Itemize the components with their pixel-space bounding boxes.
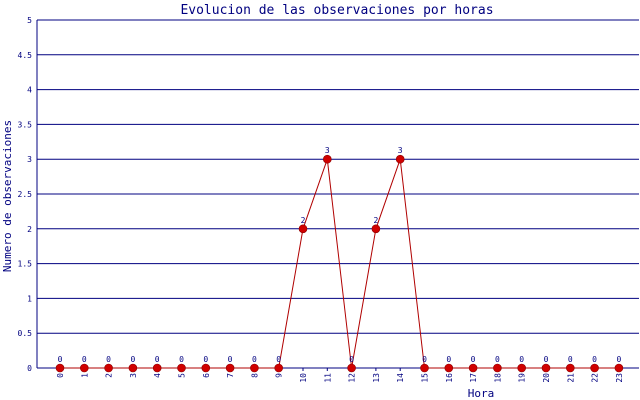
data-label: 3: [325, 146, 330, 155]
data-point: [395, 154, 405, 164]
data-label: 0: [519, 355, 524, 364]
axis-layer: 00.511.522.533.544.550 1 2 3 4 5 6 7 8 9 10 11 12 13 1…: [18, 16, 639, 383]
data-point: [128, 363, 138, 373]
x-tick-label: 16: [445, 373, 454, 383]
data-point: [80, 363, 89, 373]
data-label: 0: [276, 355, 281, 364]
data-point: [565, 363, 575, 373]
data-point: [590, 363, 599, 373]
data-label: 2: [373, 216, 378, 225]
x-tick-label: 12: [348, 373, 357, 383]
data-label: 0: [422, 355, 427, 364]
data-label: 0: [349, 355, 354, 364]
data-point: [420, 363, 429, 373]
y-tick-label: 1.5: [18, 260, 33, 269]
y-tick-label: 3.5: [18, 120, 33, 129]
chart-title: Evolucion de las observaciones por horas: [180, 3, 493, 18]
y-axis-title: Numero de observaciones: [1, 120, 14, 272]
y-tick-label: 0.5: [18, 329, 33, 338]
x-tick-label: 0: [56, 373, 65, 378]
x-axis-title: Hora: [468, 387, 495, 400]
data-point: [614, 363, 624, 373]
data-label: 0: [130, 355, 135, 364]
x-tick-label: 18: [493, 373, 502, 383]
data-point: [541, 363, 551, 373]
data-point: [347, 363, 356, 373]
x-tick-label: 14: [396, 373, 405, 383]
data-point: [493, 363, 502, 373]
data-label: 0: [568, 355, 573, 364]
label-layer: 0 0 0 0 0 0 0 0 0 0 2 3 0 2 3 0 0 0 0 0 0 0 0 0: [58, 146, 622, 364]
x-tick-label: 5: [178, 373, 187, 378]
data-point: [298, 224, 308, 234]
x-tick-label: 22: [591, 373, 600, 383]
data-label: 0: [616, 355, 621, 364]
data-point: [201, 363, 211, 373]
x-tick-label: 3: [129, 373, 138, 378]
data-point: [55, 363, 65, 373]
data-label: 0: [82, 355, 87, 364]
data-label: 2: [301, 216, 306, 225]
y-tick-label: 3: [27, 155, 32, 164]
y-tick-label: 4: [27, 86, 32, 95]
y-tick-label: 2.5: [18, 190, 33, 199]
x-tick-label: 13: [372, 373, 381, 383]
grid-layer: [37, 19, 639, 369]
data-point: [250, 363, 259, 373]
series-layer: [55, 154, 624, 373]
data-point: [274, 363, 284, 373]
data-point: [517, 363, 527, 373]
x-tick-label: 7: [226, 373, 235, 378]
x-tick-label: 8: [250, 373, 259, 378]
data-point: [152, 363, 162, 373]
x-tick-label: 4: [153, 373, 162, 378]
data-label: 0: [203, 355, 208, 364]
data-point: [444, 363, 454, 373]
y-tick-label: 2: [27, 225, 32, 234]
x-tick-label: 10: [299, 373, 308, 383]
y-tick-label: 5: [27, 16, 32, 25]
x-tick-label: 15: [421, 373, 430, 383]
data-label: 3: [398, 146, 403, 155]
x-tick-label: 21: [566, 373, 575, 383]
data-label: 0: [58, 355, 63, 364]
x-tick-label: 23: [615, 373, 624, 383]
data-point: [322, 154, 332, 164]
data-label: 0: [544, 355, 549, 364]
data-label: 0: [495, 355, 500, 364]
x-tick-label: 1: [80, 373, 89, 378]
x-tick-label: 9: [275, 373, 284, 378]
x-tick-label: 17: [469, 373, 478, 383]
x-tick-label: 2: [105, 373, 114, 378]
x-tick-label: 20: [542, 373, 551, 383]
data-label: 0: [446, 355, 451, 364]
data-label: 0: [106, 355, 111, 364]
y-tick-label: 1: [27, 294, 32, 303]
y-tick-label: 4.5: [18, 51, 33, 60]
y-tick-label: 0: [27, 364, 32, 373]
data-point: [104, 363, 113, 373]
data-label: 0: [471, 355, 476, 364]
data-point: [371, 224, 381, 234]
data-label: 0: [252, 355, 257, 364]
data-label: 0: [592, 355, 597, 364]
data-label: 0: [179, 355, 184, 364]
data-point: [177, 363, 186, 373]
data-point: [468, 363, 478, 373]
x-tick-label: 19: [518, 373, 527, 383]
x-tick-label: 6: [202, 373, 211, 378]
data-label: 0: [155, 355, 160, 364]
x-tick-label: 11: [323, 373, 332, 383]
data-point: [225, 363, 235, 373]
data-label: 0: [228, 355, 233, 364]
